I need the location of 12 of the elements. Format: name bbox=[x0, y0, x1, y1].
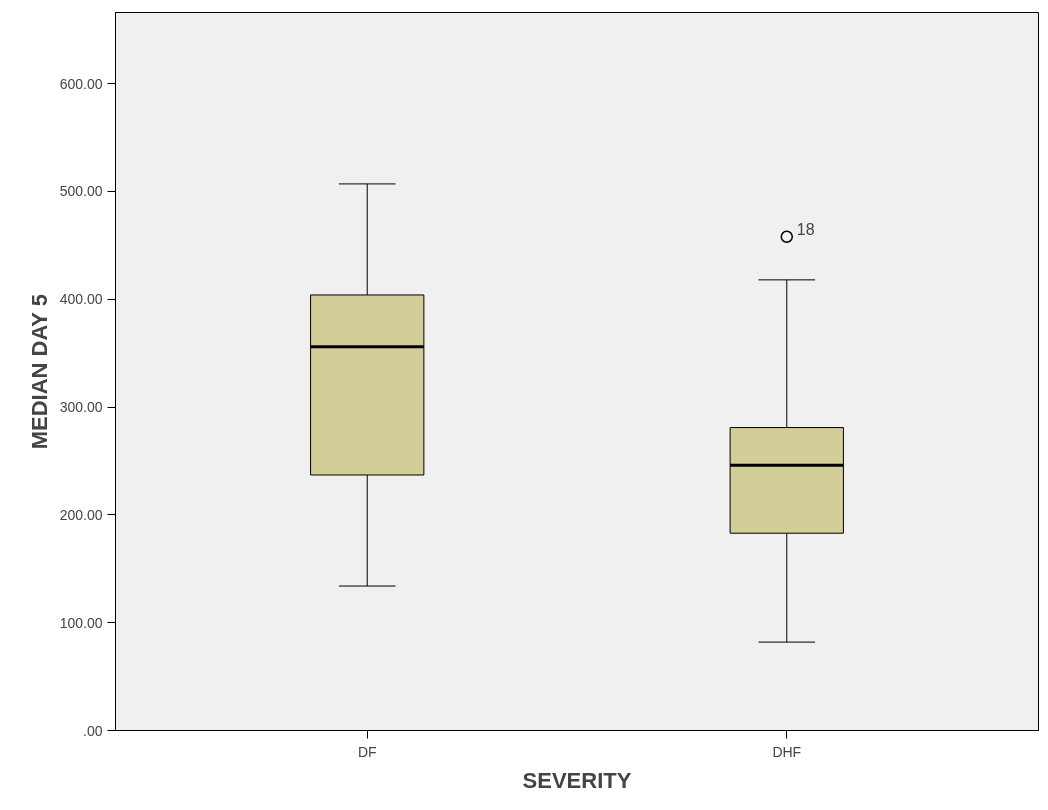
annotation: 18 bbox=[796, 220, 815, 238]
x-tick-label: DHF bbox=[772, 743, 802, 760]
y-tick-label: .00 bbox=[83, 722, 103, 739]
y-tick-label: 300.00 bbox=[59, 399, 103, 416]
y-axis-title: MEDIAN DAY 5 bbox=[26, 294, 52, 450]
y-tick-label: 200.00 bbox=[59, 506, 103, 523]
y-tick-label: 600.00 bbox=[59, 75, 103, 92]
y-tick-label: 500.00 bbox=[59, 183, 103, 200]
x-axis-title: SEVERITY bbox=[522, 767, 632, 793]
y-tick-label: 100.00 bbox=[59, 614, 103, 631]
x-tick-label: DF bbox=[357, 743, 377, 760]
y-tick-label: 400.00 bbox=[59, 291, 103, 308]
